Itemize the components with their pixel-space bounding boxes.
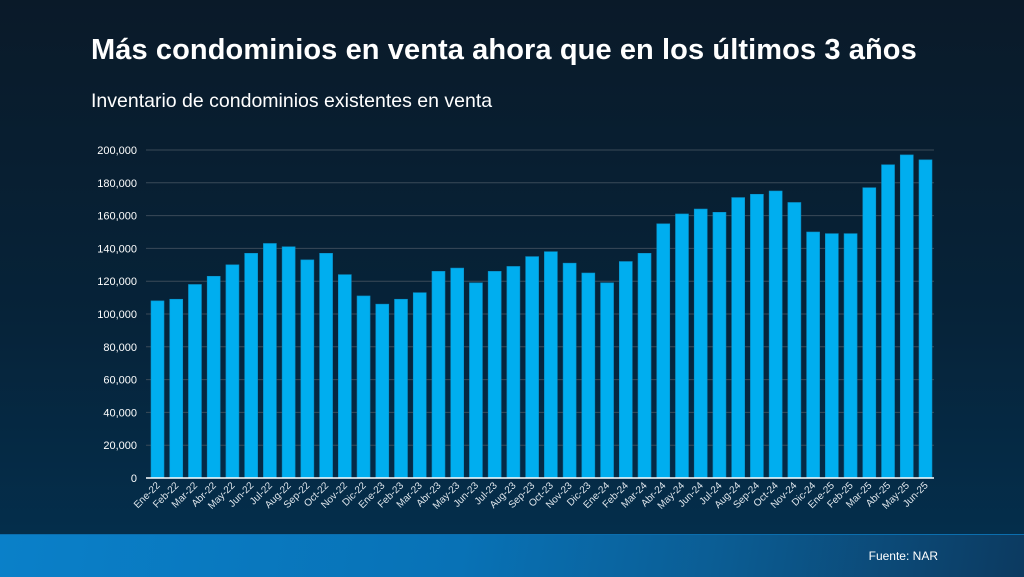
bar-jun-25 bbox=[918, 159, 933, 479]
bar-dic-22 bbox=[356, 295, 371, 479]
bar-mar-22 bbox=[188, 284, 202, 479]
y-axis-ticks: 0 20,000 40,000 60,000 80,000 100,000 120,000 1… bbox=[97, 145, 137, 485]
bar-dic-23 bbox=[581, 272, 596, 479]
y-tick-label: 180,000 bbox=[97, 178, 137, 190]
bar-abr-22 bbox=[206, 275, 221, 479]
bar-ene-22 bbox=[150, 300, 165, 479]
bar-mar-23 bbox=[412, 292, 427, 479]
chart-subtitle: Inventario de condominios existentes en … bbox=[91, 90, 493, 112]
bar-jun-22 bbox=[244, 253, 258, 479]
y-tick-label: 120,000 bbox=[97, 276, 137, 288]
bar-aug-23 bbox=[506, 266, 521, 479]
y-tick-label: 80,000 bbox=[103, 342, 137, 354]
bars bbox=[150, 154, 933, 479]
bar-nov-23 bbox=[562, 262, 577, 479]
bar-aug-22 bbox=[281, 246, 296, 479]
y-tick-label: 140,000 bbox=[97, 243, 137, 255]
bar-may-24 bbox=[675, 213, 689, 479]
y-tick-label: 0 bbox=[131, 473, 137, 485]
bar-mar-24 bbox=[637, 253, 652, 479]
bar-abr-25 bbox=[881, 164, 895, 479]
y-tick-label: 40,000 bbox=[103, 407, 137, 419]
bar-ene-25 bbox=[825, 233, 839, 479]
y-tick-label: 200,000 bbox=[97, 145, 137, 157]
bar-abr-23 bbox=[431, 271, 446, 479]
bar-feb-25 bbox=[843, 233, 858, 479]
y-tick-label: 20,000 bbox=[103, 440, 137, 452]
bar-jul-23 bbox=[487, 271, 502, 479]
bar-ene-23 bbox=[375, 303, 390, 479]
y-tick-label: 100,000 bbox=[97, 309, 137, 321]
bar-feb-23 bbox=[394, 298, 408, 479]
bar-may-23 bbox=[450, 267, 465, 479]
bar-sep-24 bbox=[750, 193, 764, 479]
bar-aug-24 bbox=[731, 197, 745, 479]
footer-band: Fuente: NAR bbox=[0, 534, 1024, 577]
x-axis-ticks: Ene-22Feb-22Mar-22Abr-22May-22Jun-22Jul-… bbox=[132, 480, 931, 512]
gridlines bbox=[146, 149, 934, 446]
bar-nov-22 bbox=[338, 274, 352, 479]
bar-oct-22 bbox=[319, 253, 333, 479]
bar-feb-24 bbox=[618, 261, 633, 479]
bar-nov-24 bbox=[787, 202, 802, 479]
y-tick-label: 160,000 bbox=[97, 211, 137, 223]
bar-ene-24 bbox=[600, 282, 614, 479]
y-tick-label: 60,000 bbox=[103, 375, 137, 387]
bar-may-22 bbox=[225, 264, 240, 479]
bar-oct-24 bbox=[768, 190, 783, 479]
bar-jun-24 bbox=[693, 208, 708, 479]
source-note: Fuente: NAR bbox=[868, 549, 938, 563]
bar-dic-24 bbox=[806, 231, 820, 479]
chart-title: Más condominios en venta ahora que en lo… bbox=[91, 34, 917, 66]
bar-abr-24 bbox=[656, 223, 671, 479]
bar-sep-22 bbox=[300, 259, 315, 479]
bar-sep-23 bbox=[525, 256, 539, 479]
bar-feb-22 bbox=[169, 298, 184, 479]
bar-mar-25 bbox=[862, 187, 877, 479]
bar-jun-23 bbox=[469, 282, 483, 479]
bar-jul-22 bbox=[263, 243, 277, 479]
bar-oct-23 bbox=[544, 251, 558, 479]
bar-may-25 bbox=[899, 154, 914, 479]
bar-jul-24 bbox=[712, 212, 727, 479]
